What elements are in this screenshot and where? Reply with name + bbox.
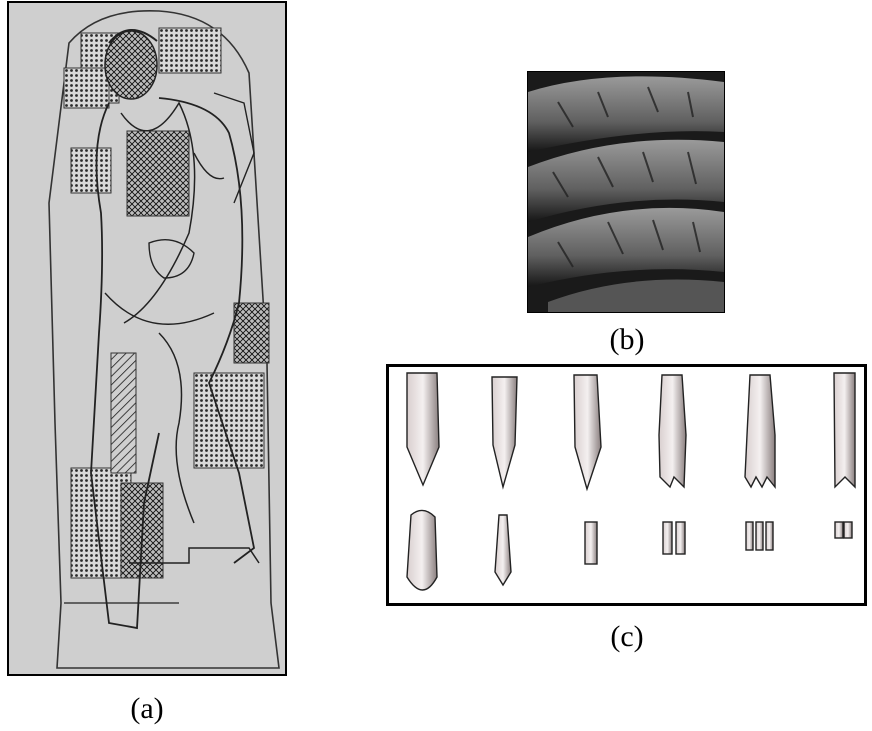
figure-panel-c [386,364,867,606]
tool-tip-gouge-icon [584,521,598,565]
tool-tip-claw-3-icon [745,521,774,551]
tool-claw-2-icon [658,374,687,489]
tool-tip-chisel-icon [494,514,512,587]
tool-tip-claw-2-icon [662,521,686,555]
tool-point-icon [406,372,440,487]
chisel-tools-drawing-icon [406,372,856,591]
caption-a: (a) [130,692,164,725]
chisel-marks-photo-icon [528,72,724,312]
figure-panel-b [527,71,725,313]
figure-panel-a [7,1,287,676]
tool-tip-point-icon [406,509,438,591]
caption-b: (b) [609,323,645,356]
tool-flat-icon [833,372,856,489]
tool-chisel-icon [491,376,518,490]
tool-tip-flat-icon [834,521,853,539]
tool-gouge-icon [573,374,602,492]
statue-relief-drawing-icon [48,9,280,669]
tool-claw-3-icon [744,374,776,489]
caption-c: (c) [610,620,644,653]
